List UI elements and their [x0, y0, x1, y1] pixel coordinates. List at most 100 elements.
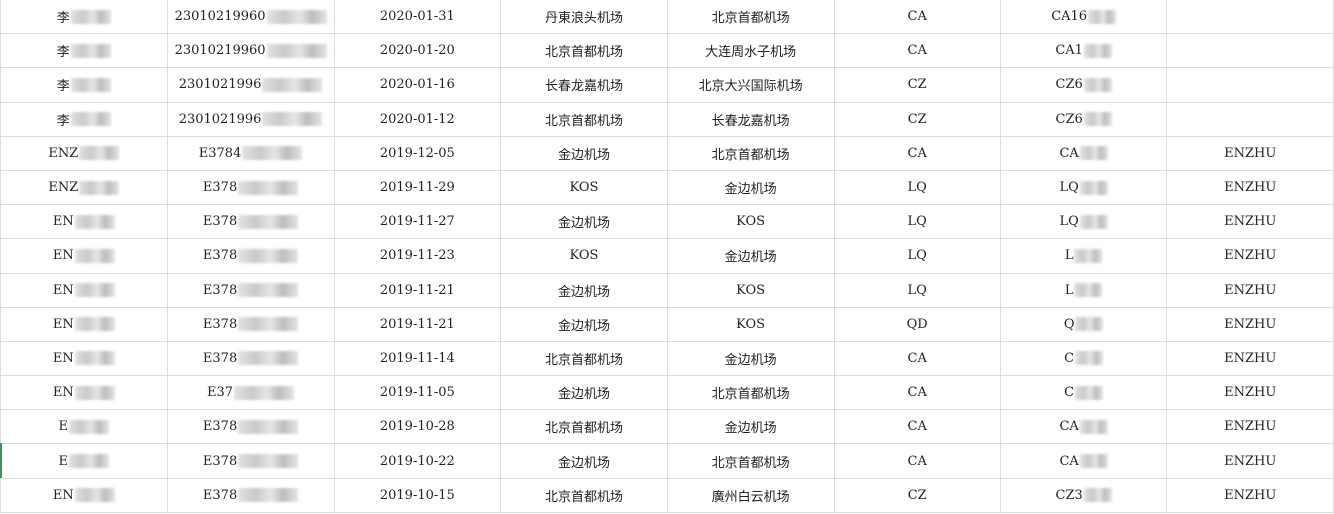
cell-airline[interactable]: CZ [833, 477, 1001, 513]
cell-airline[interactable]: CZ [833, 67, 1001, 103]
cell-to[interactable]: 金边机场 [666, 340, 835, 377]
cell-flight[interactable]: CZ6 [999, 101, 1168, 137]
cell-name[interactable]: EN [0, 306, 168, 342]
cell-id[interactable]: 2301021996 [166, 67, 335, 103]
cell-id[interactable]: E378 [166, 340, 335, 377]
cell-flight[interactable]: C [999, 340, 1168, 377]
cell-flight[interactable]: CA [999, 409, 1168, 445]
cell-airline[interactable]: CA [833, 33, 1001, 69]
cell-name[interactable]: 李 [0, 0, 168, 35]
cell-pinyin[interactable]: ENZHU [1166, 169, 1334, 206]
cell-name[interactable]: EN [0, 477, 168, 513]
cell-airline[interactable]: CA [833, 340, 1001, 377]
cell-id[interactable]: E378 [166, 204, 335, 240]
cell-flight[interactable]: CA16 [999, 0, 1168, 35]
cell-date[interactable]: 2019-10-15 [333, 477, 502, 513]
cell-id[interactable]: E378 [166, 238, 335, 274]
cell-to[interactable]: 北京首都机场 [666, 375, 835, 411]
cell-pinyin[interactable] [1166, 101, 1334, 137]
cell-to[interactable]: 大连周水子机场 [666, 33, 835, 69]
cell-from[interactable]: 金边机场 [500, 272, 668, 308]
cell-from[interactable]: 长春龙嘉机场 [500, 67, 668, 103]
cell-name[interactable]: EN [0, 375, 168, 411]
cell-flight[interactable]: CA [999, 135, 1168, 171]
cell-name[interactable]: E [0, 409, 168, 445]
cell-pinyin[interactable]: ENZHU [1166, 272, 1334, 308]
cell-name[interactable]: EN [0, 204, 168, 240]
cell-date[interactable]: 2020-01-16 [333, 67, 502, 103]
cell-name[interactable]: EN [0, 238, 168, 274]
cell-flight[interactable]: L [999, 238, 1168, 274]
cell-airline[interactable]: LQ [833, 238, 1001, 274]
cell-pinyin[interactable]: ENZHU [1166, 135, 1334, 171]
cell-from[interactable]: 北京首都机场 [500, 409, 668, 445]
cell-id[interactable]: E3784 [166, 135, 335, 171]
cell-from[interactable]: 金边机场 [500, 375, 668, 411]
cell-name[interactable]: EN [0, 272, 168, 308]
cell-pinyin[interactable]: ENZHU [1166, 340, 1334, 377]
cell-from[interactable]: 丹東浪头机场 [500, 0, 668, 35]
cell-flight[interactable]: CZ6 [999, 67, 1168, 103]
cell-from[interactable]: KOS [500, 169, 668, 206]
cell-to[interactable]: 廣州白云机场 [666, 477, 835, 513]
cell-from[interactable]: 北京首都机场 [500, 33, 668, 69]
cell-date[interactable]: 2019-10-28 [333, 409, 502, 445]
cell-airline[interactable]: CA [833, 375, 1001, 411]
cell-pinyin[interactable]: ENZHU [1166, 375, 1334, 411]
cell-pinyin[interactable] [1166, 67, 1334, 103]
cell-date[interactable]: 2020-01-31 [333, 0, 502, 35]
cell-date[interactable]: 2019-11-14 [333, 340, 502, 377]
cell-date[interactable]: 2020-01-20 [333, 33, 502, 69]
cell-name[interactable]: ENZ [0, 169, 168, 206]
cell-flight[interactable]: CZ3 [999, 477, 1168, 513]
cell-id[interactable]: E378 [166, 409, 335, 445]
cell-id[interactable]: E378 [166, 306, 335, 342]
cell-name[interactable]: EN [0, 340, 168, 377]
cell-airline[interactable]: CA [833, 443, 1001, 479]
cell-airline[interactable]: CA [833, 0, 1001, 35]
cell-to[interactable]: KOS [666, 204, 835, 240]
cell-to[interactable]: 金边机场 [666, 409, 835, 445]
cell-pinyin[interactable]: ENZHU [1166, 477, 1334, 513]
cell-id[interactable]: E378 [166, 169, 335, 206]
cell-date[interactable]: 2020-01-12 [333, 101, 502, 137]
cell-airline[interactable]: LQ [833, 169, 1001, 206]
cell-id[interactable]: E378 [166, 477, 335, 513]
cell-to[interactable]: 长春龙嘉机场 [666, 101, 835, 137]
cell-flight[interactable]: LQ [999, 204, 1168, 240]
cell-airline[interactable]: LQ [833, 272, 1001, 308]
cell-id[interactable]: 23010219960 [166, 33, 335, 69]
cell-to[interactable]: KOS [666, 272, 835, 308]
cell-date[interactable]: 2019-11-23 [333, 238, 502, 274]
cell-pinyin[interactable] [1166, 33, 1334, 69]
cell-name[interactable]: E [0, 443, 168, 479]
cell-to[interactable]: KOS [666, 306, 835, 342]
cell-id[interactable]: E37 [166, 375, 335, 411]
cell-to[interactable]: 北京首都机场 [666, 443, 835, 479]
cell-airline[interactable]: QD [833, 306, 1001, 342]
cell-name[interactable]: 李 [0, 67, 168, 103]
cell-flight[interactable]: CA [999, 443, 1168, 479]
cell-date[interactable]: 2019-11-05 [333, 375, 502, 411]
cell-from[interactable]: 金边机场 [500, 306, 668, 342]
cell-from[interactable]: 金边机场 [500, 443, 668, 479]
cell-flight[interactable]: C [999, 375, 1168, 411]
cell-pinyin[interactable]: ENZHU [1166, 204, 1334, 240]
cell-airline[interactable]: LQ [833, 204, 1001, 240]
cell-from[interactable]: 北京首都机场 [500, 340, 668, 377]
cell-date[interactable]: 2019-11-29 [333, 169, 502, 206]
cell-name[interactable]: ENZ [0, 135, 168, 171]
cell-pinyin[interactable] [1166, 0, 1334, 35]
cell-name[interactable]: 李 [0, 33, 168, 69]
cell-pinyin[interactable]: ENZHU [1166, 238, 1334, 274]
cell-date[interactable]: 2019-11-21 [333, 306, 502, 342]
cell-from[interactable]: 金边机场 [500, 204, 668, 240]
cell-flight[interactable]: L [999, 272, 1168, 308]
cell-date[interactable]: 2019-10-22 [333, 443, 502, 479]
cell-from[interactable]: 北京首都机场 [500, 477, 668, 513]
cell-date[interactable]: 2019-11-21 [333, 272, 502, 308]
cell-airline[interactable]: CZ [833, 101, 1001, 137]
cell-from[interactable]: KOS [500, 238, 668, 274]
cell-airline[interactable]: CA [833, 409, 1001, 445]
cell-id[interactable]: 23010219960 [166, 0, 335, 35]
